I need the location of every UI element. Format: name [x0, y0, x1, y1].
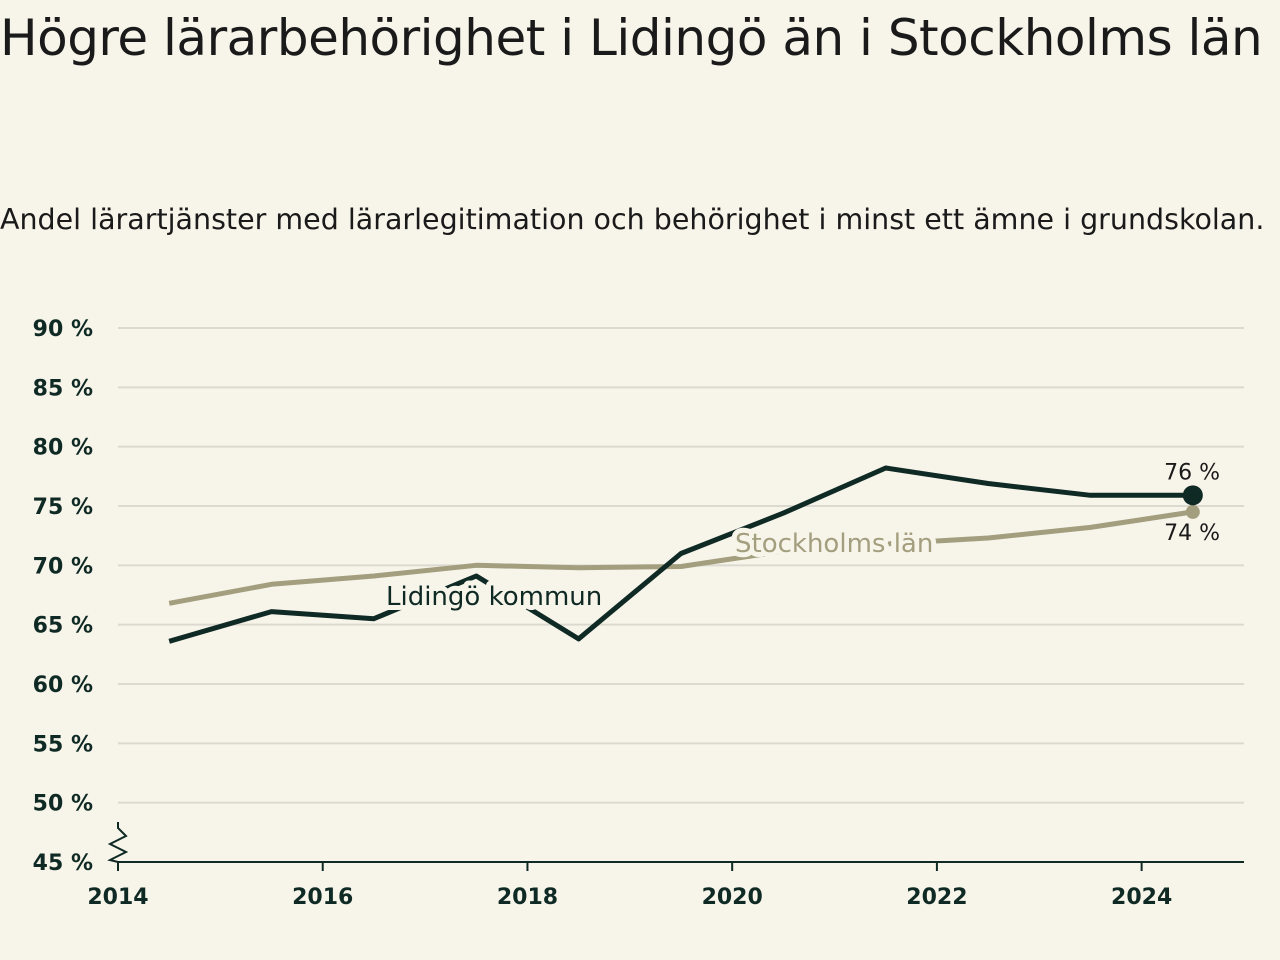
chart-title: Högre lärarbehörighet i Lidingö än i Sto… — [0, 9, 1263, 67]
series-end-marker — [1182, 485, 1203, 506]
x-tick-label: 2016 — [292, 885, 353, 910]
x-tick-label: 2020 — [702, 885, 763, 910]
x-tick-label: 2022 — [906, 885, 967, 910]
series-label-stockholm: Stockholms län — [735, 529, 933, 559]
y-tick-label: 75 % — [33, 495, 93, 520]
end-label-stockholm: 74 % — [1164, 521, 1220, 546]
y-tick-label: 80 % — [33, 436, 93, 461]
series-end-marker — [1185, 504, 1200, 519]
series-labels: Stockholms län Lidingö kommun 76 % 74 % — [381, 460, 1220, 617]
series-line-lidingo — [168, 465, 1193, 644]
y-tick-label: 65 % — [33, 614, 93, 639]
y-tick-label: 85 % — [33, 376, 93, 401]
y-tick-label: 60 % — [33, 673, 93, 698]
chart-subtitle: Andel lärartjänster med lärarlegitimatio… — [0, 203, 1265, 236]
x-tick-label: 2014 — [87, 885, 148, 910]
y-axis-ticks: 45 % 50 % 55 % 60 % 65 % 70 % 75 % 80 % 85 % 90 % — [33, 317, 93, 876]
axes — [107, 822, 1244, 863]
series-lines — [168, 465, 1203, 644]
y-tick-label: 55 % — [33, 732, 93, 757]
x-axis-ticks: 2014 2016 2018 2020 2022 2024 — [87, 862, 1172, 910]
end-label-lidingo: 76 % — [1164, 460, 1220, 485]
y-tick-label: 70 % — [33, 554, 93, 579]
y-axis-break — [107, 822, 129, 863]
x-tick-label: 2024 — [1111, 885, 1172, 910]
y-tick-label: 50 % — [33, 792, 93, 817]
x-tick-label: 2018 — [497, 885, 558, 910]
y-tick-label: 45 % — [33, 851, 93, 876]
y-tick-label: 90 % — [33, 317, 93, 342]
grid-lines — [118, 327, 1244, 804]
series-label-lidingo: Lidingö kommun — [386, 582, 602, 612]
series-line-stockholm — [168, 509, 1194, 606]
